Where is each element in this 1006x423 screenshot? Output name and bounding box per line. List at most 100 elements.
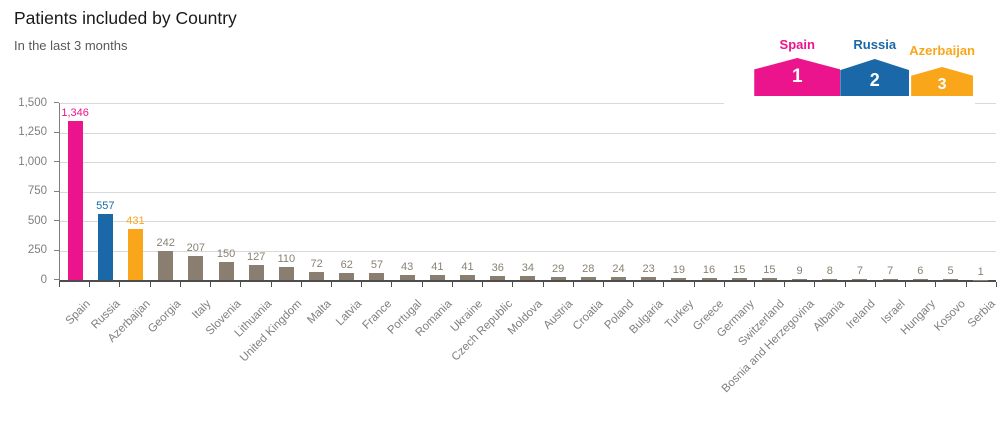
bar-value-label: 34 (521, 262, 535, 274)
bar (278, 267, 294, 280)
x-label-cell: Malta (301, 288, 334, 422)
bar (460, 275, 476, 280)
x-label-cell: Greece (691, 288, 726, 422)
bar-value-label: 24 (612, 263, 625, 276)
bar-slot: 41 (452, 103, 482, 280)
bar (973, 279, 989, 280)
bar (550, 276, 566, 280)
bar (399, 274, 415, 280)
x-label-cell: Latvia (331, 288, 364, 422)
gridline (60, 191, 996, 193)
y-axis-label: 750 (27, 185, 47, 197)
bar-slot: 150 (211, 103, 241, 280)
x-label-cell: Czech Republic (450, 288, 515, 422)
x-axis-tick (302, 282, 332, 287)
x-axis-label: Croatia (571, 298, 606, 333)
y-axis-label: 1,500 (18, 96, 47, 109)
x-axis-tick (755, 282, 786, 287)
bar (67, 121, 83, 280)
x-label-cell: Hungary (899, 288, 938, 422)
bar-value-label: 7 (856, 265, 864, 278)
podium-item-azerbaijan: Azerbaijan 3 (909, 43, 975, 96)
bar (822, 279, 838, 280)
bar-value-label: 557 (96, 200, 115, 213)
bar (671, 277, 687, 280)
x-label-cell: Georgia (146, 288, 183, 422)
bar-value-label: 23 (642, 263, 655, 276)
bar (701, 278, 717, 280)
gridline (60, 132, 996, 134)
bar (641, 277, 657, 280)
bars-container: 1,346 557 431 242 207 150 127 110 72 62 57 43 41 41 36… (60, 103, 996, 280)
bar (580, 276, 596, 280)
page-title: Patients included by Country (14, 8, 237, 28)
y-axis-tick (54, 279, 59, 280)
x-axis-tick (695, 282, 725, 287)
x-label-cell: Bulgaria (628, 288, 666, 422)
bar-value-label: 43 (401, 260, 414, 273)
bar-value-label: 15 (733, 264, 746, 277)
bar-slot: 43 (392, 103, 422, 280)
x-axis-label: Kosovo (932, 298, 969, 334)
gridline (60, 162, 996, 163)
bar (912, 279, 928, 280)
bar-slot: 1 (966, 103, 996, 280)
bar-slot: 16 (694, 103, 724, 280)
bar (309, 271, 325, 280)
x-label-cell: Israel (874, 288, 907, 422)
x-axis-tick (332, 282, 363, 287)
x-axis-tick (60, 282, 91, 287)
bar-slot: 29 (543, 103, 573, 280)
bar-value-label: 28 (582, 262, 595, 275)
x-axis-tick (815, 282, 846, 287)
x-label-cell: Germany (715, 288, 757, 422)
x-axis-label: Austria (541, 298, 576, 332)
x-axis-tick (151, 282, 181, 287)
gridline (60, 221, 996, 222)
bar (188, 255, 204, 280)
bar (792, 278, 808, 280)
x-axis-label: Moldova (506, 298, 546, 338)
x-axis-tick (664, 282, 695, 287)
x-label-cell: Moldova (506, 288, 545, 422)
legend-label-spain: Spain (779, 37, 815, 52)
x-axis-tick (725, 282, 756, 287)
y-axis-label: 1,250 (18, 126, 47, 138)
bar-value-label: 1,346 (61, 107, 89, 120)
x-axis-tick (936, 282, 967, 287)
rank-number: 1 (791, 66, 803, 87)
x-label-cell: Albania (812, 288, 848, 422)
x-axis-tick (544, 282, 574, 287)
x-axis-label: Ireland (844, 298, 878, 332)
x-label-cell: Slovenia (204, 288, 244, 422)
plot-area: 1,346 557 431 242 207 150 127 110 72 62 57 43 41 41 36… (59, 103, 996, 282)
bar-slot: 15 (754, 103, 784, 280)
x-axis-tick (181, 282, 212, 287)
bar-value-label: 1 (977, 265, 984, 278)
bar-value-label: 110 (277, 253, 296, 266)
bar-value-label: 5 (947, 265, 954, 278)
x-label-cell: Croatia (571, 288, 606, 422)
x-axis-tick (634, 282, 665, 287)
bar (882, 279, 898, 280)
x-label-cell: United Kingdom (238, 288, 304, 422)
x-label-cell: Austria (542, 288, 576, 422)
bar-value-label: 6 (917, 265, 924, 278)
x-axis-tick (453, 282, 484, 287)
bar (97, 214, 113, 280)
x-axis-tick (785, 282, 816, 287)
x-label-cell: Italy (180, 288, 213, 422)
bar-value-label: 29 (551, 262, 565, 275)
x-label-cell: Serbia (965, 288, 998, 422)
bar-slot: 242 (151, 103, 181, 280)
y-axis-tick (54, 102, 59, 103)
x-axis-label: Spain (63, 298, 93, 328)
bar-value-label: 19 (672, 263, 685, 276)
bar-value-label: 207 (186, 241, 206, 254)
bar (369, 273, 385, 280)
x-label-cell: Spain (59, 288, 93, 422)
bar (852, 279, 868, 280)
legend-label-russia: Russia (853, 37, 897, 52)
bar-value-label: 150 (216, 248, 236, 261)
x-label-cell: Russia (89, 288, 122, 422)
